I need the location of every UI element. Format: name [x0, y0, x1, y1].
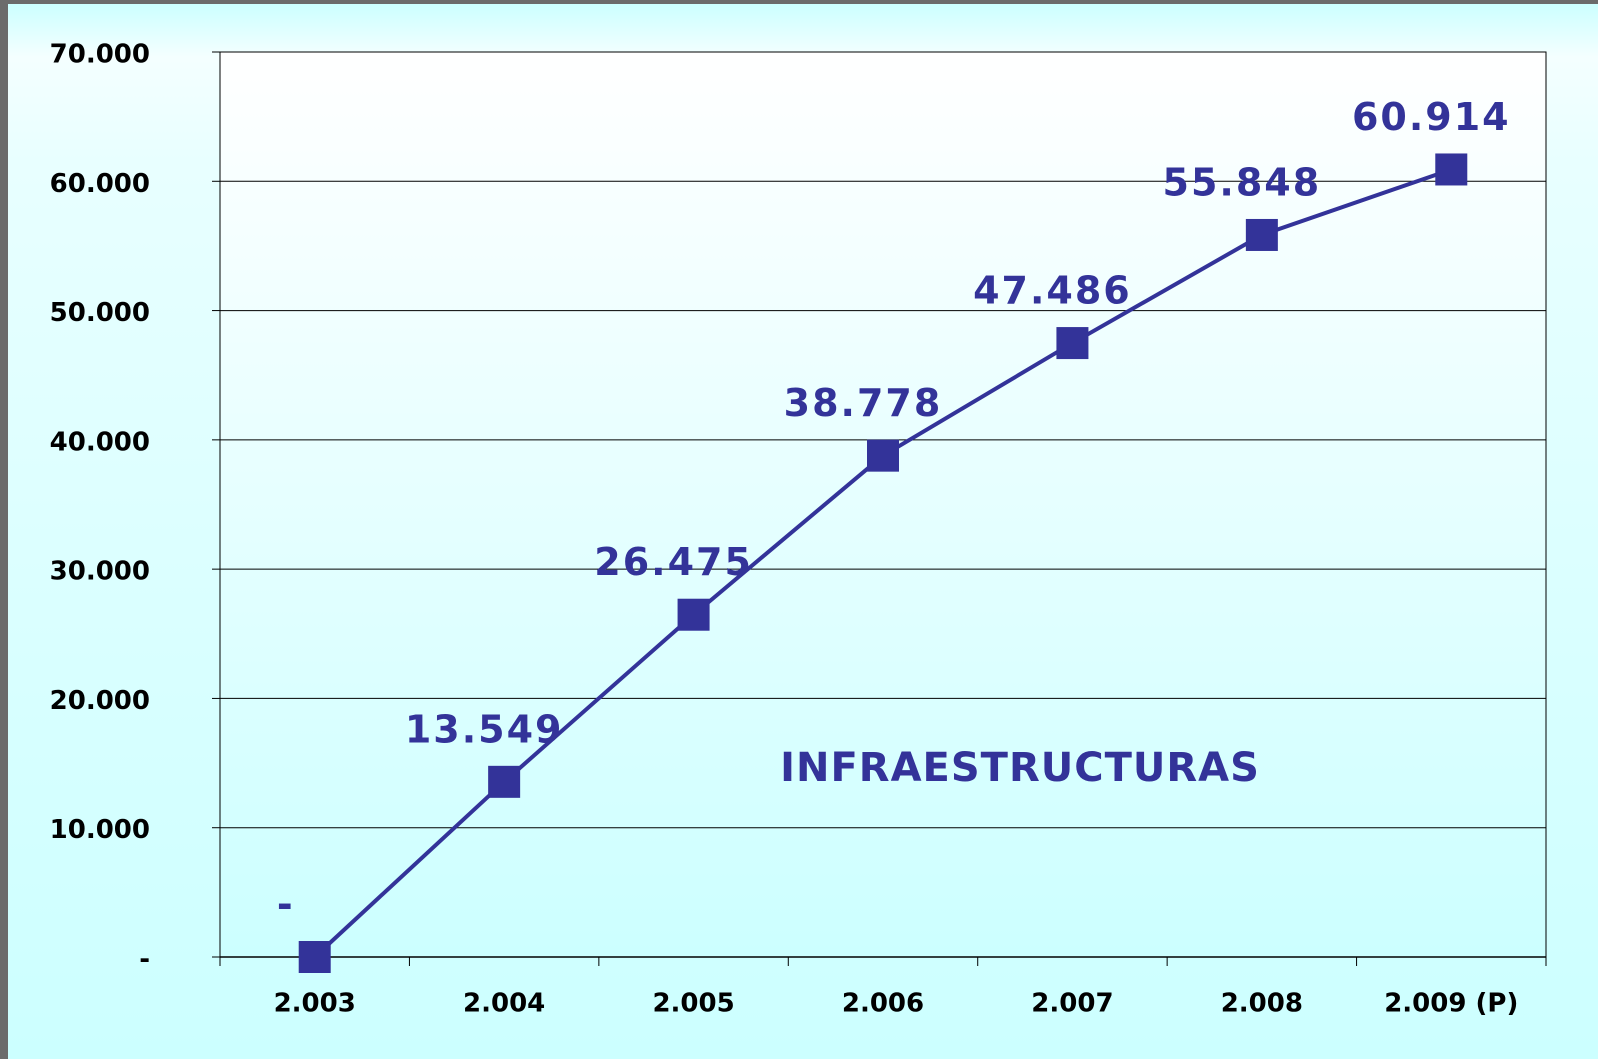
x-tick-label: 2.006 — [842, 989, 924, 1019]
y-tick-label: - — [139, 945, 150, 975]
x-tick-label: 2.003 — [274, 989, 356, 1019]
value-label: 47.486 — [973, 269, 1132, 313]
marker — [677, 598, 710, 631]
value-label: 26.475 — [594, 540, 753, 584]
y-tick-label: 60.000 — [50, 169, 150, 199]
marker — [298, 941, 331, 973]
marker — [867, 439, 899, 472]
y-tick-label: 70.000 — [50, 40, 150, 70]
x-tick-label: 2.007 — [1031, 989, 1113, 1019]
x-tick-label: 2.009 (P) — [1384, 989, 1518, 1019]
x-tick-label: 2.008 — [1221, 989, 1303, 1019]
value-label: 60.914 — [1352, 95, 1511, 139]
x-tick-label: 2.005 — [652, 989, 734, 1019]
y-tick-label: 30.000 — [50, 557, 150, 587]
value-label: 38.778 — [784, 381, 943, 425]
marker — [1245, 218, 1278, 251]
value-label: - — [277, 883, 295, 927]
marker — [1435, 153, 1468, 186]
marker — [1056, 327, 1089, 360]
x-tick-label: 2.004 — [463, 989, 545, 1019]
value-label: 13.549 — [405, 707, 564, 751]
y-tick-label: 50.000 — [50, 298, 150, 328]
value-label: 55.848 — [1163, 160, 1322, 204]
annotation: INFRAESTRUCTURAS — [780, 745, 1260, 791]
y-tick-label: 10.000 — [50, 815, 150, 845]
marker — [488, 765, 521, 798]
y-tick-label: 20.000 — [50, 686, 150, 716]
plot-area — [219, 51, 1547, 958]
y-tick-label: 40.000 — [50, 427, 150, 457]
